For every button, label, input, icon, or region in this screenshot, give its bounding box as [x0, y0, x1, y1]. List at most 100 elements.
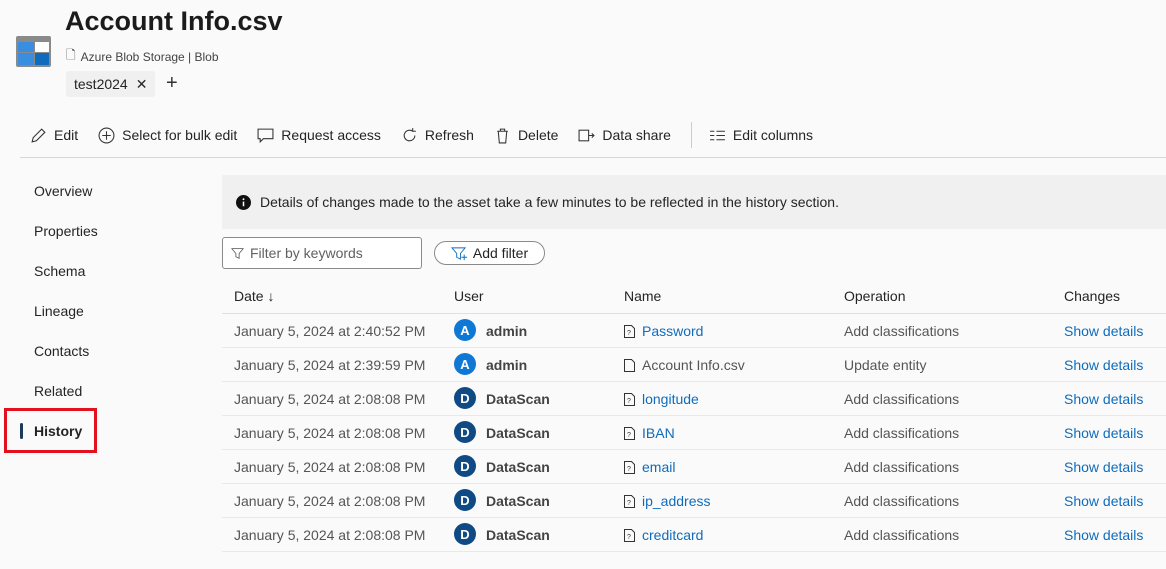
user-name: admin	[486, 357, 528, 373]
column-user[interactable]: User	[454, 288, 484, 304]
delete-label: Delete	[517, 127, 559, 143]
toolbar: Edit Select for bulk edit Request access…	[30, 122, 833, 148]
add-filter-label: Add filter	[472, 245, 529, 261]
info-text: Details of changes made to the asset tak…	[260, 194, 839, 210]
asset-source: 🗋 Azure Blob Storage | Blob	[66, 46, 219, 67]
asset-name[interactable]: creditcard	[642, 527, 704, 543]
asset-name[interactable]: ip_address	[642, 493, 711, 509]
column-icon: ?	[624, 529, 635, 542]
user-name: DataScan	[486, 493, 550, 509]
refresh-button[interactable]: Refresh	[401, 127, 474, 144]
user-name: DataScan	[486, 459, 550, 475]
share-icon	[578, 129, 596, 141]
svg-text:?: ?	[627, 466, 631, 473]
asset-name[interactable]: Password	[642, 323, 704, 339]
delete-button[interactable]: Delete	[494, 127, 558, 144]
date-cell: January 5, 2024 at 2:08:08 PM	[234, 425, 426, 441]
bulk-edit-button[interactable]: Select for bulk edit	[98, 127, 237, 144]
edit-columns-button[interactable]: Edit columns	[709, 127, 813, 144]
avatar: D	[454, 421, 476, 443]
nav-history[interactable]: History	[34, 423, 83, 439]
column-date[interactable]: Date ↓	[234, 288, 275, 304]
column-operation[interactable]: Operation	[844, 288, 906, 304]
column-name[interactable]: Name	[624, 288, 662, 304]
name-cell: ? longitude	[624, 391, 824, 407]
table-row: January 5, 2024 at 2:08:08 PM D DataScan …	[222, 518, 1166, 552]
nav-properties[interactable]: Properties	[34, 223, 98, 239]
name-cell: ? email	[624, 459, 824, 475]
show-details-link[interactable]: Show details	[1064, 391, 1144, 407]
avatar: D	[454, 523, 476, 545]
date-cell: January 5, 2024 at 2:08:08 PM	[234, 391, 426, 407]
user-name: admin	[486, 323, 528, 339]
show-details-link[interactable]: Show details	[1064, 357, 1144, 373]
name-cell: ? creditcard	[624, 527, 824, 543]
operation-cell: Update entity	[844, 357, 927, 373]
add-circle-icon	[98, 127, 115, 143]
show-details-link[interactable]: Show details	[1064, 459, 1144, 475]
column-icon: ?	[624, 461, 635, 474]
svg-text:?: ?	[627, 534, 631, 541]
edit-label: Edit	[54, 127, 79, 143]
operation-cell: Add classifications	[844, 425, 960, 441]
data-share-button[interactable]: Data share	[578, 127, 671, 144]
user-name: DataScan	[486, 425, 550, 441]
date-cell: January 5, 2024 at 2:08:08 PM	[234, 527, 426, 543]
nav-lineage[interactable]: Lineage	[34, 303, 84, 319]
table-row: January 5, 2024 at 2:08:08 PM D DataScan …	[222, 450, 1166, 484]
filter-placeholder: Filter by keywords	[250, 245, 363, 261]
asset-name[interactable]: longitude	[642, 391, 699, 407]
filter-input[interactable]: Filter by keywords	[222, 237, 422, 269]
blob-storage-icon	[16, 36, 51, 70]
column-icon: ?	[624, 427, 635, 440]
nav-overview[interactable]: Overview	[34, 183, 93, 199]
user-cell: D DataScan	[454, 455, 594, 477]
show-details-link[interactable]: Show details	[1064, 527, 1144, 543]
tag-chip: test2024 ✕	[66, 71, 156, 97]
column-icon: ?	[624, 325, 635, 338]
file-icon: 🗋	[66, 48, 76, 62]
show-details-link[interactable]: Show details	[1064, 425, 1144, 441]
name-cell: Account Info.csv	[624, 357, 824, 373]
highlight-box	[4, 408, 97, 453]
selected-indicator	[20, 423, 23, 439]
operation-cell: Add classifications	[844, 527, 960, 543]
trash-icon	[497, 128, 508, 143]
column-changes[interactable]: Changes	[1064, 288, 1121, 304]
edit-button[interactable]: Edit	[30, 127, 78, 144]
table-row: January 5, 2024 at 2:08:08 PM D DataScan …	[222, 484, 1166, 518]
columns-icon	[709, 130, 725, 140]
show-details-link[interactable]: Show details	[1064, 323, 1144, 339]
pencil-icon	[31, 127, 46, 143]
header-divider	[222, 313, 1166, 314]
asset-name: Account Info.csv	[642, 357, 745, 373]
add-tag-button[interactable]: +	[166, 72, 178, 94]
asset-name[interactable]: IBAN	[642, 425, 675, 441]
remove-tag-icon[interactable]: ✕	[135, 75, 148, 92]
tag-label: test2024	[74, 76, 128, 92]
column-icon: ?	[624, 495, 635, 508]
table-row: January 5, 2024 at 2:08:08 PM D DataScan …	[222, 382, 1166, 416]
nav-contacts[interactable]: Contacts	[34, 343, 90, 359]
comment-icon	[257, 128, 274, 143]
source-label: Azure Blob Storage | Blob	[80, 49, 219, 64]
show-details-link[interactable]: Show details	[1064, 493, 1144, 509]
asset-name[interactable]: email	[642, 459, 676, 475]
info-banner: Details of changes made to the asset tak…	[222, 175, 1166, 229]
request-access-label: Request access	[281, 127, 381, 143]
name-cell: ? IBAN	[624, 425, 824, 441]
filter-icon	[231, 247, 244, 259]
operation-cell: Add classifications	[844, 391, 960, 407]
avatar: D	[454, 455, 476, 477]
operation-cell: Add classifications	[844, 459, 960, 475]
bulk-edit-label: Select for bulk edit	[122, 127, 238, 143]
table-row: January 5, 2024 at 2:08:08 PM D DataScan …	[222, 416, 1166, 450]
column-icon: ?	[624, 393, 635, 406]
request-access-button[interactable]: Request access	[257, 127, 381, 144]
nav-schema[interactable]: Schema	[34, 263, 86, 279]
nav-related[interactable]: Related	[34, 383, 83, 399]
add-filter-button[interactable]: Add filter	[434, 241, 545, 265]
